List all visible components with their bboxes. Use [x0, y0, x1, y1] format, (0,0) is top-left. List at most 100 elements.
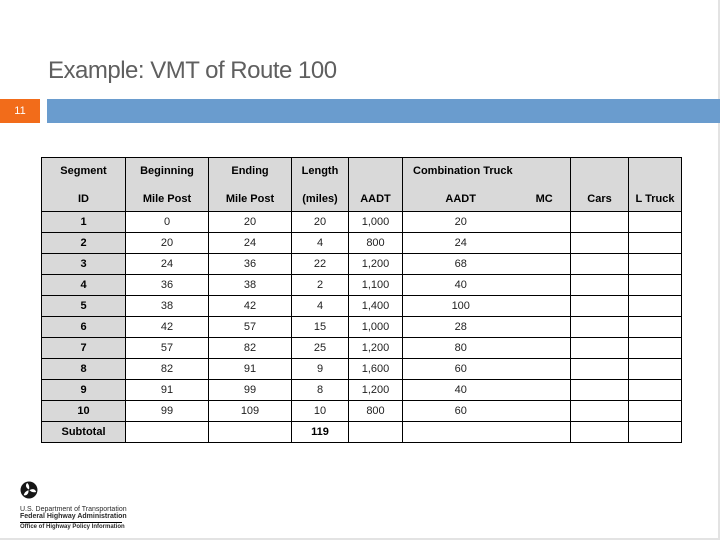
table-row: 8 82 91 9 1,600 60	[41, 358, 682, 380]
cars-cell	[570, 274, 629, 296]
table-row: 9 91 99 8 1,200 40	[41, 379, 682, 401]
table-row: 5 38 42 4 1,400 100	[41, 295, 682, 317]
header-combination-truck-label: Combination Truck	[413, 165, 513, 177]
header-length-miles: Length (miles)	[291, 157, 349, 212]
aadt-cell: 1,200	[348, 253, 403, 275]
mc-cell	[518, 358, 571, 380]
aadt-cell: 1,200	[348, 337, 403, 359]
header-beginning-mile-post-label: Mile Post	[142, 193, 192, 205]
segment-id-cell: 9	[41, 379, 126, 401]
ct-aadt-cell: 40	[402, 274, 519, 296]
length-cell: 22	[291, 253, 349, 275]
length-cell: 2	[291, 274, 349, 296]
ending-cell: 38	[208, 274, 292, 296]
header-length-label: Length	[301, 165, 339, 177]
aadt-cell: 800	[348, 400, 403, 422]
segment-id-cell: 4	[41, 274, 126, 296]
ending-cell: 42	[208, 295, 292, 317]
l-truck-cell	[628, 358, 682, 380]
mc-cell	[518, 274, 571, 296]
header-id-label: ID	[78, 193, 89, 205]
mc-cell	[518, 211, 571, 233]
ct-aadt-cell: 24	[402, 232, 519, 254]
ending-cell: 91	[208, 358, 292, 380]
subtotal-label-cell: Subtotal	[41, 421, 126, 443]
beginning-cell: 24	[125, 253, 209, 275]
mc-cell	[518, 232, 571, 254]
header-ending-label: Ending	[231, 165, 269, 177]
page-number: 11	[14, 105, 26, 117]
header-l-truck-label: L Truck	[635, 193, 675, 205]
footer-divider	[20, 522, 122, 523]
footer-logo-block: U.S. Department of Transportation Federa…	[20, 481, 127, 530]
header-l-truck: L Truck	[628, 157, 682, 212]
ending-cell: 36	[208, 253, 292, 275]
accent-bar	[47, 99, 720, 123]
beginning-cell: 57	[125, 337, 209, 359]
header-segment-label: Segment	[60, 165, 107, 177]
table-row: 4 36 38 2 1,100 40	[41, 274, 682, 296]
aadt-cell: 1,100	[348, 274, 403, 296]
mc-cell	[518, 316, 571, 338]
ct-aadt-cell: 80	[402, 337, 519, 359]
cars-cell	[570, 253, 629, 275]
ending-cell: 99	[208, 379, 292, 401]
mc-cell	[518, 400, 571, 422]
cars-cell	[570, 379, 629, 401]
l-truck-cell	[628, 211, 682, 233]
l-truck-cell	[628, 274, 682, 296]
aadt-cell	[348, 421, 403, 443]
l-truck-cell	[628, 232, 682, 254]
ct-aadt-cell	[402, 421, 519, 443]
segment-id-cell: 5	[41, 295, 126, 317]
table-row: 10 99 109 10 800 60	[41, 400, 682, 422]
ending-cell	[208, 421, 292, 443]
header-combination-aadt-label: AADT	[445, 193, 476, 205]
length-cell: 20	[291, 211, 349, 233]
beginning-cell	[125, 421, 209, 443]
ct-aadt-cell: 60	[402, 358, 519, 380]
length-cell: 10	[291, 400, 349, 422]
beginning-cell: 91	[125, 379, 209, 401]
vmt-table: Segment ID Beginning Mile Post Ending Mi…	[41, 157, 682, 443]
segment-id-cell: 3	[41, 253, 126, 275]
header-miles-label: (miles)	[302, 193, 338, 205]
length-cell: 4	[291, 295, 349, 317]
header-cars: Cars	[570, 157, 629, 212]
beginning-cell: 82	[125, 358, 209, 380]
ct-aadt-cell: 40	[402, 379, 519, 401]
length-cell: 25	[291, 337, 349, 359]
table-row: 7 57 82 25 1,200 80	[41, 337, 682, 359]
ct-aadt-cell: 60	[402, 400, 519, 422]
l-truck-cell	[628, 379, 682, 401]
segment-id-cell: 6	[41, 316, 126, 338]
l-truck-cell	[628, 400, 682, 422]
header-aadt: AADT	[348, 157, 403, 212]
length-cell: 8	[291, 379, 349, 401]
ct-aadt-cell: 20	[402, 211, 519, 233]
table-row: 1 0 20 20 1,000 20	[41, 211, 682, 233]
ct-aadt-cell: 100	[402, 295, 519, 317]
ending-cell: 109	[208, 400, 292, 422]
slide-title: Example: VMT of Route 100	[48, 57, 337, 84]
l-truck-cell	[628, 295, 682, 317]
mc-cell	[518, 295, 571, 317]
l-truck-cell	[628, 316, 682, 338]
mc-cell	[518, 337, 571, 359]
beginning-cell: 38	[125, 295, 209, 317]
subtotal-length-cell: 119	[291, 421, 349, 443]
length-cell: 9	[291, 358, 349, 380]
table-header-row: Segment ID Beginning Mile Post Ending Mi…	[41, 157, 682, 212]
beginning-cell: 0	[125, 211, 209, 233]
aadt-cell: 800	[348, 232, 403, 254]
table-row: 2 20 24 4 800 24	[41, 232, 682, 254]
ending-cell: 57	[208, 316, 292, 338]
page-number-badge: 11	[0, 99, 40, 123]
header-aadt-label: AADT	[360, 193, 391, 205]
table-row: 6 42 57 15 1,000 28	[41, 316, 682, 338]
subtotal-row: Subtotal 119	[41, 421, 682, 443]
segment-id-cell: 10	[41, 400, 126, 422]
mc-cell	[518, 253, 571, 275]
header-segment-id: Segment ID	[41, 157, 126, 212]
